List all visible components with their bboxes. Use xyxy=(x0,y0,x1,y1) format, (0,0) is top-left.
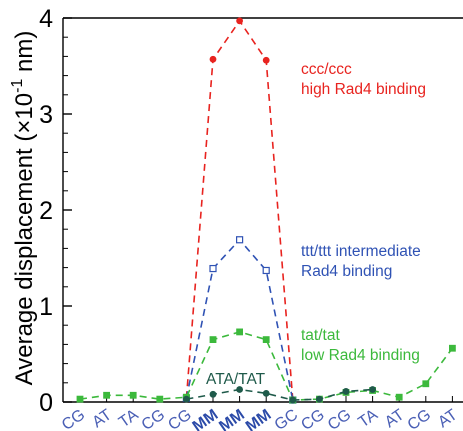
series-line-ccc-ccc xyxy=(185,19,294,401)
x-tick-label: CG xyxy=(59,406,88,431)
data-point-tat-tat xyxy=(395,393,403,401)
data-point-ata-tat xyxy=(183,395,190,403)
data-point-ata-tat xyxy=(342,388,350,395)
x-tick-label: CG xyxy=(139,406,168,431)
data-point-tat-tat xyxy=(156,395,164,403)
data-point-tat-tat xyxy=(209,336,217,343)
data-point-tat-tat xyxy=(262,336,270,343)
data-point-tat-tat xyxy=(129,391,137,399)
annotation-ccc-ccc: ccc/ccc xyxy=(301,61,352,78)
y-axis-label: Average displacement (×10-1 nm) xyxy=(9,31,38,386)
y-tick-label: 3 xyxy=(39,101,53,129)
data-point-ccc-ccc xyxy=(262,56,270,64)
annotation-layer: ccc/ccc high Rad4 binding ttt/ttt intermed… xyxy=(206,61,426,388)
annotation-tat-tat: low Rad4 binding xyxy=(301,347,420,364)
annotation-tat-tat: tat/tat xyxy=(301,327,340,344)
data-point-ata-tat xyxy=(209,390,217,398)
data-point-ttt-ttt xyxy=(262,266,270,275)
data-point-ata-tat xyxy=(262,389,270,397)
axes-frame xyxy=(62,17,463,403)
y-axis-ticks: 0 1 2 3 4 xyxy=(39,5,72,417)
x-axis-ticks: CGATTACGCGMMMMMMGCCGCGTAATCGATAT xyxy=(59,396,463,431)
annotation-ccc-ccc: high Rad4 binding xyxy=(301,81,426,98)
x-tick-label: GC xyxy=(272,406,301,431)
annotation-ttt-ttt: ttt/ttt intermediate xyxy=(301,243,421,260)
x-tick-label: MM xyxy=(243,406,275,431)
x-tick-label: AT xyxy=(89,406,115,431)
x-tick-label: TA xyxy=(355,406,381,431)
x-tick-label: AT xyxy=(435,406,461,431)
data-point-tat-tat xyxy=(76,395,84,403)
y-tick-label: 0 xyxy=(39,389,53,417)
series-layer xyxy=(76,17,456,404)
y-tick-label: 4 xyxy=(39,5,53,33)
data-point-tat-tat xyxy=(236,328,243,336)
x-tick-label: MM xyxy=(216,406,248,431)
data-point-tat-tat xyxy=(449,344,456,352)
x-tick-label: MM xyxy=(190,406,222,431)
data-point-ata-tat xyxy=(289,396,297,404)
x-tick-label: CG xyxy=(298,406,327,431)
y-tick-label: 2 xyxy=(39,197,53,225)
series-line-tat-tat xyxy=(79,331,454,401)
data-point-ata-tat xyxy=(316,395,323,403)
data-point-ttt-ttt xyxy=(236,236,244,244)
data-point-ttt-ttt xyxy=(209,264,217,273)
x-tick-label: CG xyxy=(325,406,354,431)
data-point-tat-tat xyxy=(422,380,430,388)
annotation-ttt-ttt: Rad4 binding xyxy=(301,263,392,280)
x-tick-label: CG xyxy=(405,406,434,431)
data-point-tat-tat xyxy=(103,391,110,399)
y-tick-label: 1 xyxy=(39,293,53,321)
annotation-ata-tat: ATA/TAT xyxy=(206,371,266,388)
x-tick-label: AT xyxy=(462,406,463,431)
x-tick-label: CG xyxy=(165,406,194,431)
x-tick-label: TA xyxy=(116,406,142,431)
series-line-ata-tat xyxy=(186,388,373,401)
data-point-ata-tat xyxy=(236,386,244,393)
x-tick-label: AT xyxy=(382,406,408,431)
data-point-ccc-ccc xyxy=(236,17,244,25)
data-point-ata-tat xyxy=(369,386,376,393)
data-point-ccc-ccc xyxy=(209,55,217,63)
